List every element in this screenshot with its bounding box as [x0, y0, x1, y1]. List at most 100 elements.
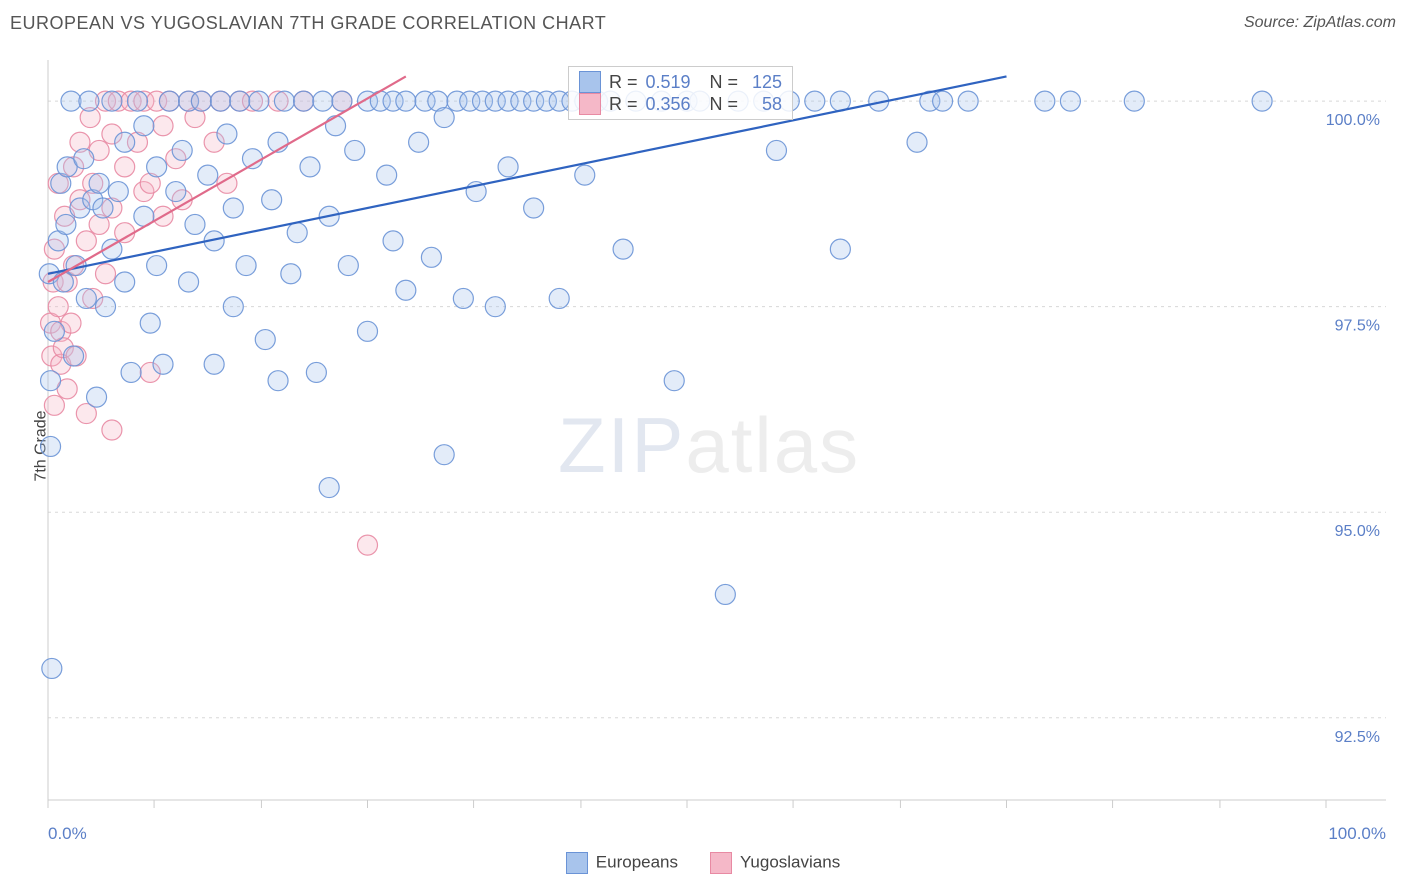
- data-point: [287, 223, 307, 243]
- data-point: [159, 91, 179, 111]
- data-point: [453, 288, 473, 308]
- data-point: [198, 165, 218, 185]
- stats-n-label: N =: [710, 94, 739, 115]
- data-point: [211, 91, 231, 111]
- data-point: [805, 91, 825, 111]
- data-point: [300, 157, 320, 177]
- data-point: [326, 116, 346, 136]
- stats-r-value: 0.356: [646, 94, 702, 115]
- stats-n-value: 125: [746, 72, 782, 93]
- data-point: [56, 214, 76, 234]
- data-point: [766, 140, 786, 160]
- stats-swatch: [579, 71, 601, 93]
- legend: Europeans Yugoslavians: [0, 852, 1406, 874]
- y-tick-label: 92.5%: [1335, 729, 1380, 746]
- data-point: [319, 478, 339, 498]
- data-point: [396, 280, 416, 300]
- data-point: [409, 132, 429, 152]
- data-point: [575, 165, 595, 185]
- data-point: [281, 264, 301, 284]
- data-point: [121, 362, 141, 382]
- stats-n-label: N =: [710, 72, 739, 93]
- stats-box: R = 0.519 N = 125R = 0.356 N = 58: [568, 66, 793, 120]
- data-point: [115, 272, 135, 292]
- legend-label: Yugoslavians: [740, 852, 840, 871]
- data-point: [115, 132, 135, 152]
- stats-r-label: R =: [609, 72, 638, 93]
- legend-swatch: [566, 852, 588, 874]
- data-point: [102, 91, 122, 111]
- x-axis-end-labels: 0.0% 100.0%: [48, 824, 1386, 844]
- legend-label: Europeans: [596, 852, 678, 871]
- data-point: [134, 116, 154, 136]
- data-point: [830, 239, 850, 259]
- data-point: [87, 387, 107, 407]
- data-point: [44, 395, 64, 415]
- data-point: [958, 91, 978, 111]
- y-tick-label: 97.5%: [1335, 318, 1380, 335]
- chart-title: EUROPEAN VS YUGOSLAVIAN 7TH GRADE CORREL…: [10, 13, 606, 34]
- data-point: [223, 297, 243, 317]
- data-point: [102, 420, 122, 440]
- data-point: [76, 288, 96, 308]
- data-point: [396, 91, 416, 111]
- data-point: [434, 108, 454, 128]
- stats-n-value: 58: [746, 94, 782, 115]
- data-point: [64, 346, 84, 366]
- data-point: [204, 354, 224, 374]
- data-point: [96, 297, 116, 317]
- data-point: [44, 321, 64, 341]
- data-point: [421, 247, 441, 267]
- data-point: [383, 231, 403, 251]
- legend-swatch: [710, 852, 732, 874]
- data-point: [306, 362, 326, 382]
- data-point: [153, 354, 173, 374]
- legend-item: Yugoslavians: [710, 852, 840, 874]
- data-point: [524, 198, 544, 218]
- stats-row: R = 0.519 N = 125: [579, 71, 782, 93]
- data-point: [76, 231, 96, 251]
- data-point: [185, 214, 205, 234]
- data-point: [274, 91, 294, 111]
- y-tick-label: 95.0%: [1335, 523, 1380, 540]
- legend-item: Europeans: [566, 852, 678, 874]
- data-point: [262, 190, 282, 210]
- data-point: [434, 445, 454, 465]
- data-point: [933, 91, 953, 111]
- data-point: [179, 272, 199, 292]
- data-point: [358, 535, 378, 555]
- data-point: [147, 256, 167, 276]
- data-point: [1035, 91, 1055, 111]
- x-max-label: 100.0%: [1328, 824, 1386, 844]
- data-point: [79, 91, 99, 111]
- data-point: [42, 658, 62, 678]
- data-point: [172, 140, 192, 160]
- data-point: [1124, 91, 1144, 111]
- data-point: [41, 436, 61, 456]
- data-point: [268, 371, 288, 391]
- data-point: [338, 256, 358, 276]
- plot-area: 92.5%95.0%97.5%100.0% ZIPatlas R =0.519N…: [48, 60, 1386, 800]
- data-point: [223, 198, 243, 218]
- data-point: [1252, 91, 1272, 111]
- y-tick-label: 100.0%: [1326, 112, 1380, 129]
- data-point: [313, 91, 333, 111]
- data-point: [377, 165, 397, 185]
- data-point: [664, 371, 684, 391]
- data-point: [89, 173, 109, 193]
- data-point: [217, 124, 237, 144]
- stats-row: R =0.356N =58: [579, 93, 782, 115]
- data-point: [236, 256, 256, 276]
- x-min-label: 0.0%: [48, 824, 87, 844]
- data-point: [74, 149, 94, 169]
- data-point: [345, 140, 365, 160]
- scatter-svg: 92.5% 95.0% 97.5% 100.0%: [48, 60, 1386, 800]
- data-point: [108, 182, 128, 202]
- stats-swatch: [579, 93, 601, 115]
- data-point: [53, 272, 73, 292]
- data-point: [166, 182, 186, 202]
- data-point: [358, 321, 378, 341]
- data-point: [147, 157, 167, 177]
- stats-r-value: 0.519: [646, 72, 702, 93]
- data-point: [485, 297, 505, 317]
